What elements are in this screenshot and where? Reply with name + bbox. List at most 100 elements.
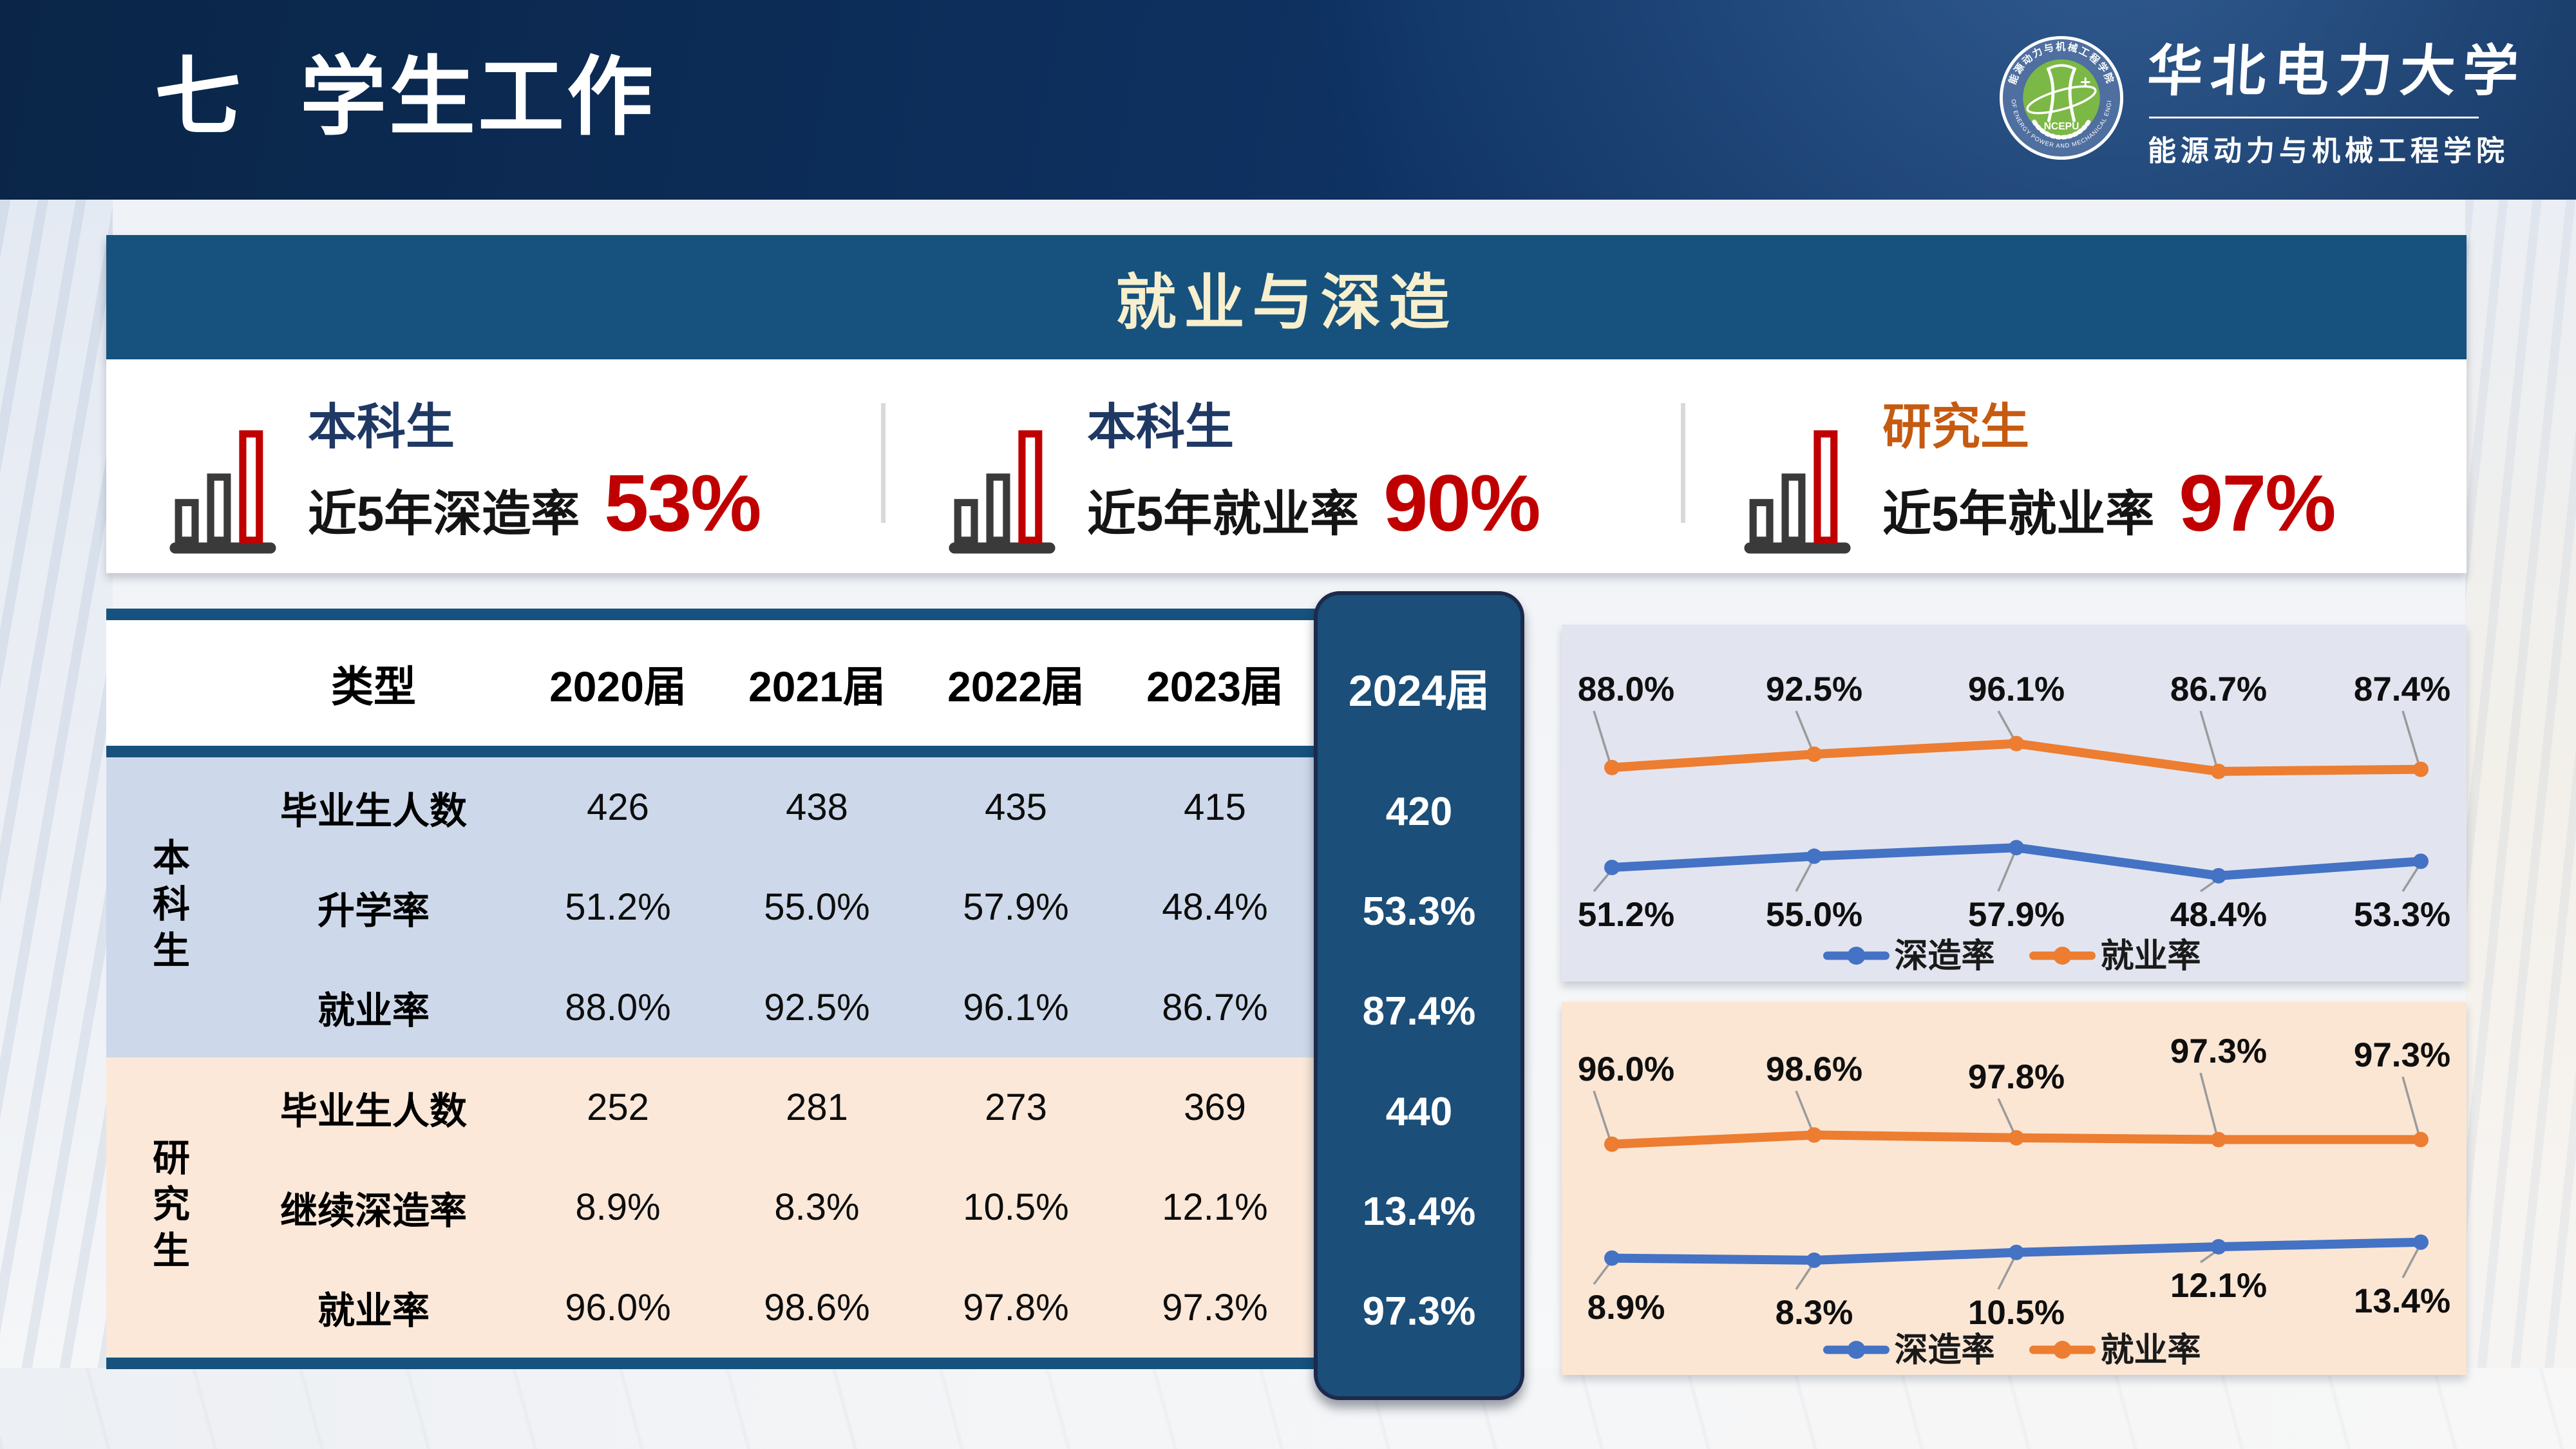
grad-trend-深造率-marker <box>2009 1244 2024 1260</box>
undergrad-trend-深造率-marker <box>2211 867 2226 884</box>
grad-trend-深造率-data-label: 12.1% <box>2170 1267 2267 1305</box>
undergrad-trend-深造率-data-label: 57.9% <box>1968 896 2065 934</box>
grad-trend-就业率-marker <box>1806 1127 1822 1143</box>
stat-text: 研究生 近5年就业率 97% <box>1882 402 2336 548</box>
grad-trend-深造率-marker <box>1806 1252 1822 1268</box>
stat-line: 近5年深造率 53% <box>308 459 761 548</box>
undergrad-trend-legend-marker <box>1847 947 1866 965</box>
university-name: 华北电力大学 <box>2146 41 2528 102</box>
grad-trend-legend-marker <box>2053 1341 2072 1359</box>
undergrad-trend-深造率-data-label: 55.0% <box>1766 896 1862 934</box>
grad-line-chart: 8.9% 8.3% 10.5% 12.1% 13.4% 96.0% 98.6% 97.8% 97… <box>1578 1032 2450 1369</box>
row-label: 升学率 <box>317 889 430 932</box>
cell: 57.9% <box>963 886 1069 929</box>
grad-trend-leader-line <box>1997 1098 2016 1136</box>
cell: 97.3% <box>1162 1286 1268 1329</box>
highlight-value: 87.4% <box>1362 989 1476 1034</box>
table-section-grad: 研究生 毕业生人数 252 281 273 369 继续深造率 8.9% 8.3… <box>106 1057 1513 1358</box>
grad-trend-就业率-data-label: 96.0% <box>1578 1050 1674 1088</box>
col-header-2020: 2020届 <box>549 662 687 710</box>
grad-trend-就业率-data-label: 97.3% <box>2170 1032 2267 1070</box>
cell: 435 <box>985 786 1047 829</box>
stat-value: 97% <box>2179 459 2336 548</box>
grad-trend-深造率-marker <box>2211 1238 2226 1255</box>
background-floor <box>0 1368 2576 1449</box>
undergrad-trend-就业率-data-label: 92.5% <box>1766 670 1862 708</box>
grad-trend-legend-label: 就业率 <box>2101 1332 2201 1369</box>
cell: 281 <box>786 1086 848 1129</box>
highlight-value: 440 <box>1385 1089 1453 1134</box>
stat-metric-label: 近5年就业率 <box>1882 486 2155 542</box>
stat-text: 本科生 近5年就业率 90% <box>1087 402 1540 545</box>
undergrad-trend-就业率-marker <box>2009 735 2024 752</box>
bar-chart-icon <box>949 430 1056 554</box>
logo-cooling-tower-art <box>2026 64 2097 140</box>
table-header-separator <box>106 746 1513 757</box>
grad-trend-就业率-marker <box>2009 1130 2024 1146</box>
grad-trend-leader-line <box>1997 1255 2016 1290</box>
grad-trend-leader-line <box>1795 1090 1814 1133</box>
undergrad-trend-就业率-data-label: 87.4% <box>2354 670 2450 708</box>
undergrad-trend-就业率-marker <box>1806 746 1822 762</box>
cell: 10.5% <box>963 1186 1069 1229</box>
grad-trend-深造率-marker <box>2413 1234 2429 1250</box>
cell: 88.0% <box>565 986 671 1028</box>
undergrad-trend-legend-label: 就业率 <box>2101 938 2201 975</box>
undergrad-trend-深造率-marker <box>1806 848 1822 864</box>
table-header-row: 类型 2020届 2021届 2022届 2023届 <box>106 620 1513 746</box>
stats-band: 本科生 近5年深造率 53% 本科生 近5年就业率 90% <box>106 359 2467 573</box>
undergrad-trend-leader-line <box>1795 710 1814 752</box>
group-label-grad: 研究生 <box>147 1137 189 1277</box>
grad-trend-就业率-data-label: 97.3% <box>2354 1036 2450 1074</box>
row-label: 毕业生人数 <box>279 1090 467 1132</box>
undergrad-trend-leader-line <box>2401 864 2421 892</box>
table-top-border <box>106 609 1513 620</box>
stat-divider <box>881 403 886 523</box>
undergrad-trend-就业率-data-label: 88.0% <box>1578 670 1674 708</box>
cell: 273 <box>985 1086 1047 1129</box>
brand-text: 华北电力大学 能源动力与机械工程学院 <box>2146 26 2528 169</box>
cell: 55.0% <box>764 886 870 929</box>
undergrad-trend-leader-line <box>1593 870 1612 893</box>
col-header-2023: 2023届 <box>1146 662 1283 710</box>
highlight-col-header: 2024届 <box>1348 666 1490 715</box>
grad-trend-深造率-data-label: 8.3% <box>1776 1294 1853 1332</box>
cell: 96.0% <box>565 1286 671 1329</box>
university-logo-icon: 能源动力与机械工程学院 SCHOOL OF ENERGY POWER AND M… <box>1998 35 2124 160</box>
undergrad-trend-深造率-marker <box>1604 860 1620 876</box>
undergrad-trend-深造率-marker <box>2413 853 2429 869</box>
table-section-undergrad: 本科生 毕业生人数 426 438 435 415 升学率 51.2% 55.0… <box>106 757 1513 1057</box>
grad-trend-leader-line <box>1593 1261 1612 1285</box>
undergrad-trend-就业率-data-label: 96.1% <box>1968 670 2065 708</box>
grad-trend-legend-label: 深造率 <box>1895 1332 1995 1369</box>
highlight-value: 53.3% <box>1362 889 1476 934</box>
grad-trend-深造率-data-label: 10.5% <box>1968 1294 2065 1332</box>
highlight-value: 420 <box>1385 789 1453 834</box>
logo-acronym: NCEPU <box>2044 121 2079 132</box>
undergrad-line-chart: 51.2% 55.0% 57.9% 48.4% 53.3% 88.0% 92.5% 96.1%… <box>1578 670 2450 975</box>
stat-line: 近5年就业率 90% <box>1087 464 1540 545</box>
grad-trend-就业率-marker <box>1604 1136 1620 1152</box>
undergrad-trend-深造率-data-label: 51.2% <box>1578 896 1674 934</box>
college-name: 能源动力与机械工程学院 <box>2148 135 2509 167</box>
stat-value: 53% <box>604 459 761 548</box>
stat-undergrad-employment: 本科生 近5年就业率 90% <box>947 402 1540 556</box>
background-building-left <box>0 200 113 1449</box>
brand-divider <box>2149 117 2479 118</box>
cell: 438 <box>786 786 848 829</box>
grad-trend-leader-line <box>1795 1263 1814 1290</box>
cell: 51.2% <box>565 886 671 929</box>
cell: 97.8% <box>963 1286 1069 1329</box>
cell: 369 <box>1184 1086 1246 1129</box>
cell: 252 <box>587 1086 649 1129</box>
stat-group-label: 本科生 <box>308 400 455 455</box>
cell: 12.1% <box>1162 1186 1268 1229</box>
cell: 415 <box>1184 786 1246 829</box>
stat-metric-label: 近5年就业率 <box>1087 486 1359 542</box>
grad-trend-就业率-data-label: 98.6% <box>1766 1050 1862 1088</box>
employment-table: 类型 2020届 2021届 2022届 2023届 本科生 毕业生人数 426… <box>106 609 1513 1369</box>
grad-trend-深造率-marker <box>1604 1250 1620 1266</box>
undergrad-trend-深造率-marker <box>2009 840 2024 856</box>
